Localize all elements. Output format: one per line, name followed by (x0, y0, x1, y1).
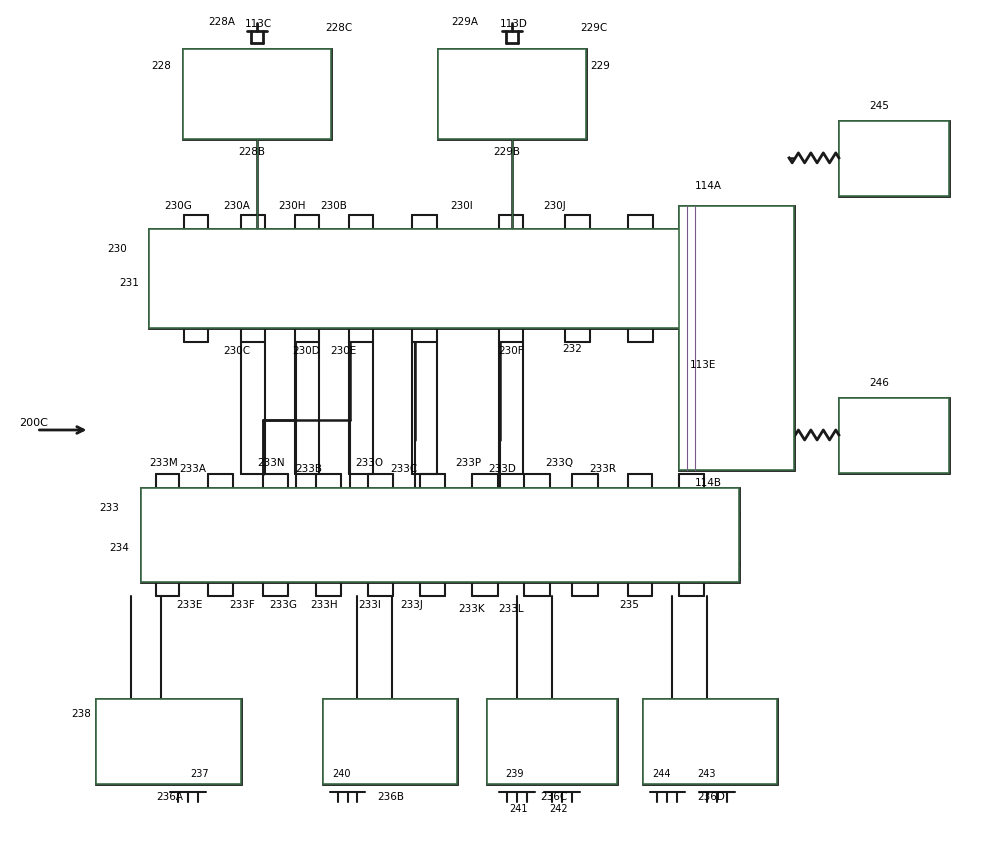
Bar (643, 699, 777, 784)
Bar (679, 206, 794, 470)
Text: 244: 244 (652, 769, 671, 779)
Text: 233K: 233K (458, 604, 485, 615)
Text: 233M: 233M (149, 458, 178, 468)
Text: 228B: 228B (238, 147, 265, 157)
Bar (149, 229, 682, 328)
Text: 200C: 200C (20, 418, 48, 428)
Text: 236C: 236C (540, 792, 567, 802)
Text: 228: 228 (151, 61, 171, 71)
Text: 229: 229 (591, 61, 611, 71)
Text: 233N: 233N (257, 458, 284, 468)
Text: 243: 243 (697, 769, 716, 779)
Bar (141, 488, 739, 582)
Text: 233C: 233C (390, 464, 418, 473)
Text: 233H: 233H (311, 600, 338, 610)
Text: 239: 239 (505, 769, 523, 779)
Text: 113D: 113D (500, 20, 528, 29)
Text: 240: 240 (333, 769, 351, 779)
Text: 230G: 230G (164, 201, 192, 211)
Bar (487, 699, 617, 784)
Text: 233: 233 (99, 502, 119, 513)
Text: 230J: 230J (543, 201, 566, 211)
Text: 233G: 233G (269, 600, 297, 610)
Text: 236B: 236B (377, 792, 404, 802)
Bar (96, 699, 241, 784)
Text: 233A: 233A (179, 464, 206, 473)
Bar (183, 49, 331, 139)
Text: 232: 232 (562, 344, 582, 354)
Text: 237: 237 (190, 769, 209, 779)
Text: 233I: 233I (358, 600, 381, 610)
Bar (643, 699, 777, 784)
Text: 241: 241 (509, 804, 527, 813)
Text: 233E: 233E (176, 600, 202, 610)
Text: 236A: 236A (156, 792, 183, 802)
Text: 236D: 236D (697, 792, 725, 802)
Text: 233D: 233D (488, 464, 516, 473)
Text: 233Q: 233Q (545, 458, 573, 468)
Bar (96, 699, 241, 784)
Text: 230F: 230F (498, 346, 524, 356)
Text: 230D: 230D (293, 346, 320, 356)
Text: 235: 235 (620, 600, 639, 610)
Text: 114A: 114A (694, 181, 721, 190)
Text: 230A: 230A (223, 201, 250, 211)
Bar (438, 49, 586, 139)
Text: 228C: 228C (326, 23, 353, 33)
Bar (487, 699, 617, 784)
Text: 113E: 113E (689, 360, 716, 371)
Text: 229B: 229B (493, 147, 520, 157)
Text: 229C: 229C (581, 23, 608, 33)
Text: 246: 246 (869, 378, 889, 388)
Bar (839, 121, 949, 196)
Text: 234: 234 (109, 542, 129, 552)
Text: 230H: 230H (279, 201, 306, 211)
Bar (839, 121, 949, 196)
Text: 233O: 233O (355, 458, 384, 468)
Bar (839, 398, 949, 473)
Text: 233F: 233F (229, 600, 255, 610)
Text: 230I: 230I (450, 201, 473, 211)
Bar (141, 488, 739, 582)
Text: 114B: 114B (694, 478, 721, 488)
Text: 230E: 230E (331, 346, 357, 356)
Bar (679, 206, 794, 470)
Text: 242: 242 (549, 804, 567, 813)
Bar (323, 699, 457, 784)
Bar (149, 229, 682, 328)
Text: 229A: 229A (451, 17, 478, 27)
Text: 245: 245 (869, 101, 889, 111)
Text: 233R: 233R (590, 464, 617, 473)
Text: 233L: 233L (498, 604, 524, 615)
Bar (183, 49, 331, 139)
Bar (438, 49, 586, 139)
Text: 233J: 233J (400, 600, 423, 610)
Text: 233P: 233P (455, 458, 481, 468)
Text: 230B: 230B (321, 201, 347, 211)
Text: 233B: 233B (296, 464, 323, 473)
Bar (323, 699, 457, 784)
Text: 113C: 113C (245, 20, 272, 29)
Text: 230C: 230C (223, 346, 250, 356)
Text: 231: 231 (119, 279, 139, 288)
Bar (839, 398, 949, 473)
Text: 228A: 228A (208, 17, 235, 27)
Text: 230: 230 (107, 244, 127, 253)
Text: 238: 238 (71, 709, 91, 719)
